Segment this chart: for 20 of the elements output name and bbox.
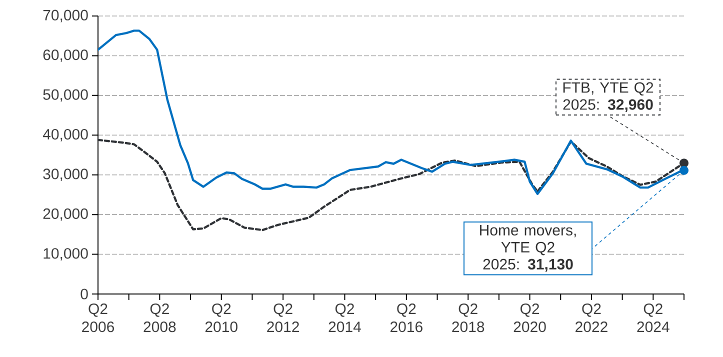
y-tick-label: 60,000: [43, 50, 88, 62]
x-tick-label: Q2 2020: [514, 304, 546, 332]
x-tick-label: Q2 2010: [205, 304, 238, 332]
y-tick-label: 70,000: [43, 10, 88, 22]
x-tick-label: Q2 2014: [328, 304, 361, 332]
y-tick-label: 40,000: [42, 128, 88, 142]
x-tick-label: Q2 2018: [452, 304, 484, 332]
x-tick-label: Q2 2008: [144, 304, 176, 332]
y-tick-label: 30,000: [43, 168, 88, 182]
annotation: Home movers, YTE Q2 2025: 31,130: [480, 225, 576, 272]
x-tick-label: Q2 2006: [82, 304, 114, 332]
y-tick-label: 20,000: [43, 208, 88, 221]
annotation: FTB, YTE Q2 2025: 32,960: [563, 82, 654, 112]
y-tick-label: 50,000: [43, 89, 88, 102]
x-tick-label: Q2 2012: [267, 304, 299, 332]
y-tick-label: 0: [80, 288, 88, 300]
y-tick-label: 10,000: [44, 248, 88, 260]
x-tick-label: Q2 2022: [576, 304, 608, 332]
x-tick-label: Q2 2016: [390, 304, 422, 332]
x-tick-label: Q2 2024: [637, 304, 670, 332]
